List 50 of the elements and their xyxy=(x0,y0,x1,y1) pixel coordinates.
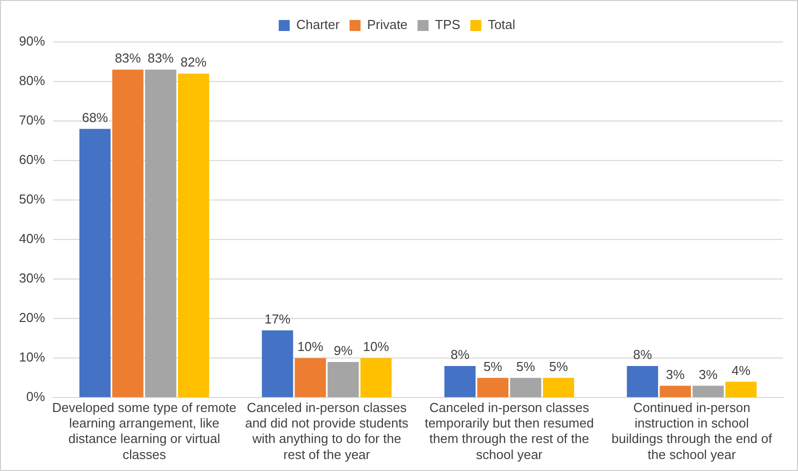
bar xyxy=(328,362,359,398)
data-label: 10% xyxy=(363,339,390,354)
y-tick-label: 40% xyxy=(18,231,46,246)
data-label: 3% xyxy=(698,366,718,382)
data-label: 8% xyxy=(450,347,470,362)
bar xyxy=(178,74,210,398)
data-label: 82% xyxy=(180,54,207,70)
bar xyxy=(360,358,392,398)
data-label: 8% xyxy=(633,347,652,362)
legend-label: Total xyxy=(488,17,516,32)
bar xyxy=(542,378,574,398)
data-label: 3% xyxy=(666,366,686,382)
y-tick-label: 80% xyxy=(18,73,46,88)
legend-label: TPS xyxy=(435,17,461,32)
x-tick-label: Continued in-person instruction in school buildings through the end of the school year xyxy=(612,400,772,462)
legend-label: Private xyxy=(367,17,408,32)
data-label: 5% xyxy=(483,358,503,374)
bar xyxy=(725,382,757,398)
y-tick-label: 90% xyxy=(18,34,46,49)
data-label: 83% xyxy=(114,50,142,66)
bar xyxy=(294,358,326,398)
legend-label: Charter xyxy=(296,17,340,32)
x-tick-label: Canceled in-person classes and did not provide students with anything to do for the rest of the year xyxy=(245,400,409,462)
x-tick-label: Developed some type of remote learning arrangement, like distance learning or virtual classes xyxy=(52,400,236,462)
data-label: 5% xyxy=(516,358,536,374)
data-label: 9% xyxy=(334,343,354,358)
bar xyxy=(112,70,144,398)
data-label: 17% xyxy=(264,312,291,327)
data-label: 10% xyxy=(297,339,324,354)
y-tick-label: 10% xyxy=(18,350,46,365)
y-tick-label: 20% xyxy=(18,310,46,326)
y-tick-label: 70% xyxy=(18,112,46,128)
y-tick-label: 0% xyxy=(26,389,46,404)
bar xyxy=(510,378,542,398)
bar xyxy=(79,128,111,398)
bar xyxy=(262,330,294,398)
y-tick-label: 60% xyxy=(18,152,46,168)
data-label: 68% xyxy=(82,110,108,126)
bar xyxy=(692,386,724,398)
data-label: 4% xyxy=(732,362,751,378)
bar xyxy=(444,366,476,398)
data-label: 83% xyxy=(148,50,174,66)
data-label: 5% xyxy=(549,358,568,374)
y-tick-label: 50% xyxy=(18,192,46,207)
bar xyxy=(145,70,176,398)
x-tick-label: Canceled in-person classes temporarily but then resumed them through the rest of the school year xyxy=(424,400,594,462)
bar xyxy=(660,386,691,398)
y-tick-label: 30% xyxy=(18,270,46,286)
bar xyxy=(477,378,508,398)
bar xyxy=(626,366,658,398)
